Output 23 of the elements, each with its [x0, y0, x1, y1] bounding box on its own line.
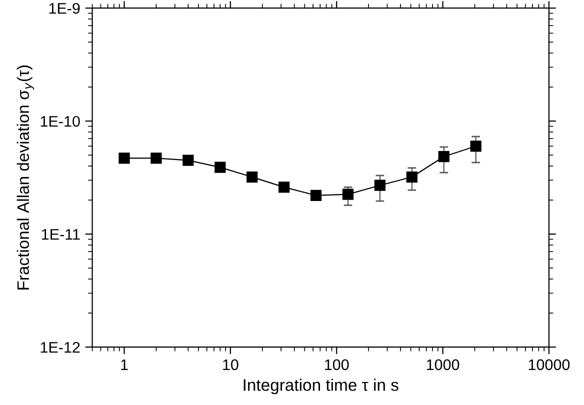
- x-axis-title: Integration time τ in s: [244, 378, 398, 394]
- x-tick-label: 10000: [528, 359, 570, 370]
- point: [214, 162, 226, 173]
- y-tick-label: 1E-10: [40, 116, 80, 127]
- point: [310, 190, 322, 201]
- point: [438, 151, 450, 162]
- y-tick-label: 1E-9: [49, 2, 80, 14]
- x-tick-label: 1: [121, 359, 128, 370]
- point: [406, 171, 418, 183]
- point: [374, 180, 386, 191]
- y-tick-label: 1E-11: [42, 229, 80, 240]
- point: [182, 154, 194, 166]
- point: [278, 182, 290, 193]
- point: [118, 152, 130, 164]
- point: [246, 171, 258, 183]
- x-tick-label: 100: [325, 359, 349, 370]
- point: [150, 152, 162, 164]
- point: [470, 140, 482, 152]
- y-tick-label: 1E-12: [40, 342, 80, 353]
- y-axis-title: Fractional Allan deviation σ$_{y}$(τ): [16, 66, 34, 290]
- point: [342, 188, 354, 200]
- x-tick-label: 1000: [426, 359, 460, 370]
- x-tick-label: 10: [223, 359, 238, 370]
